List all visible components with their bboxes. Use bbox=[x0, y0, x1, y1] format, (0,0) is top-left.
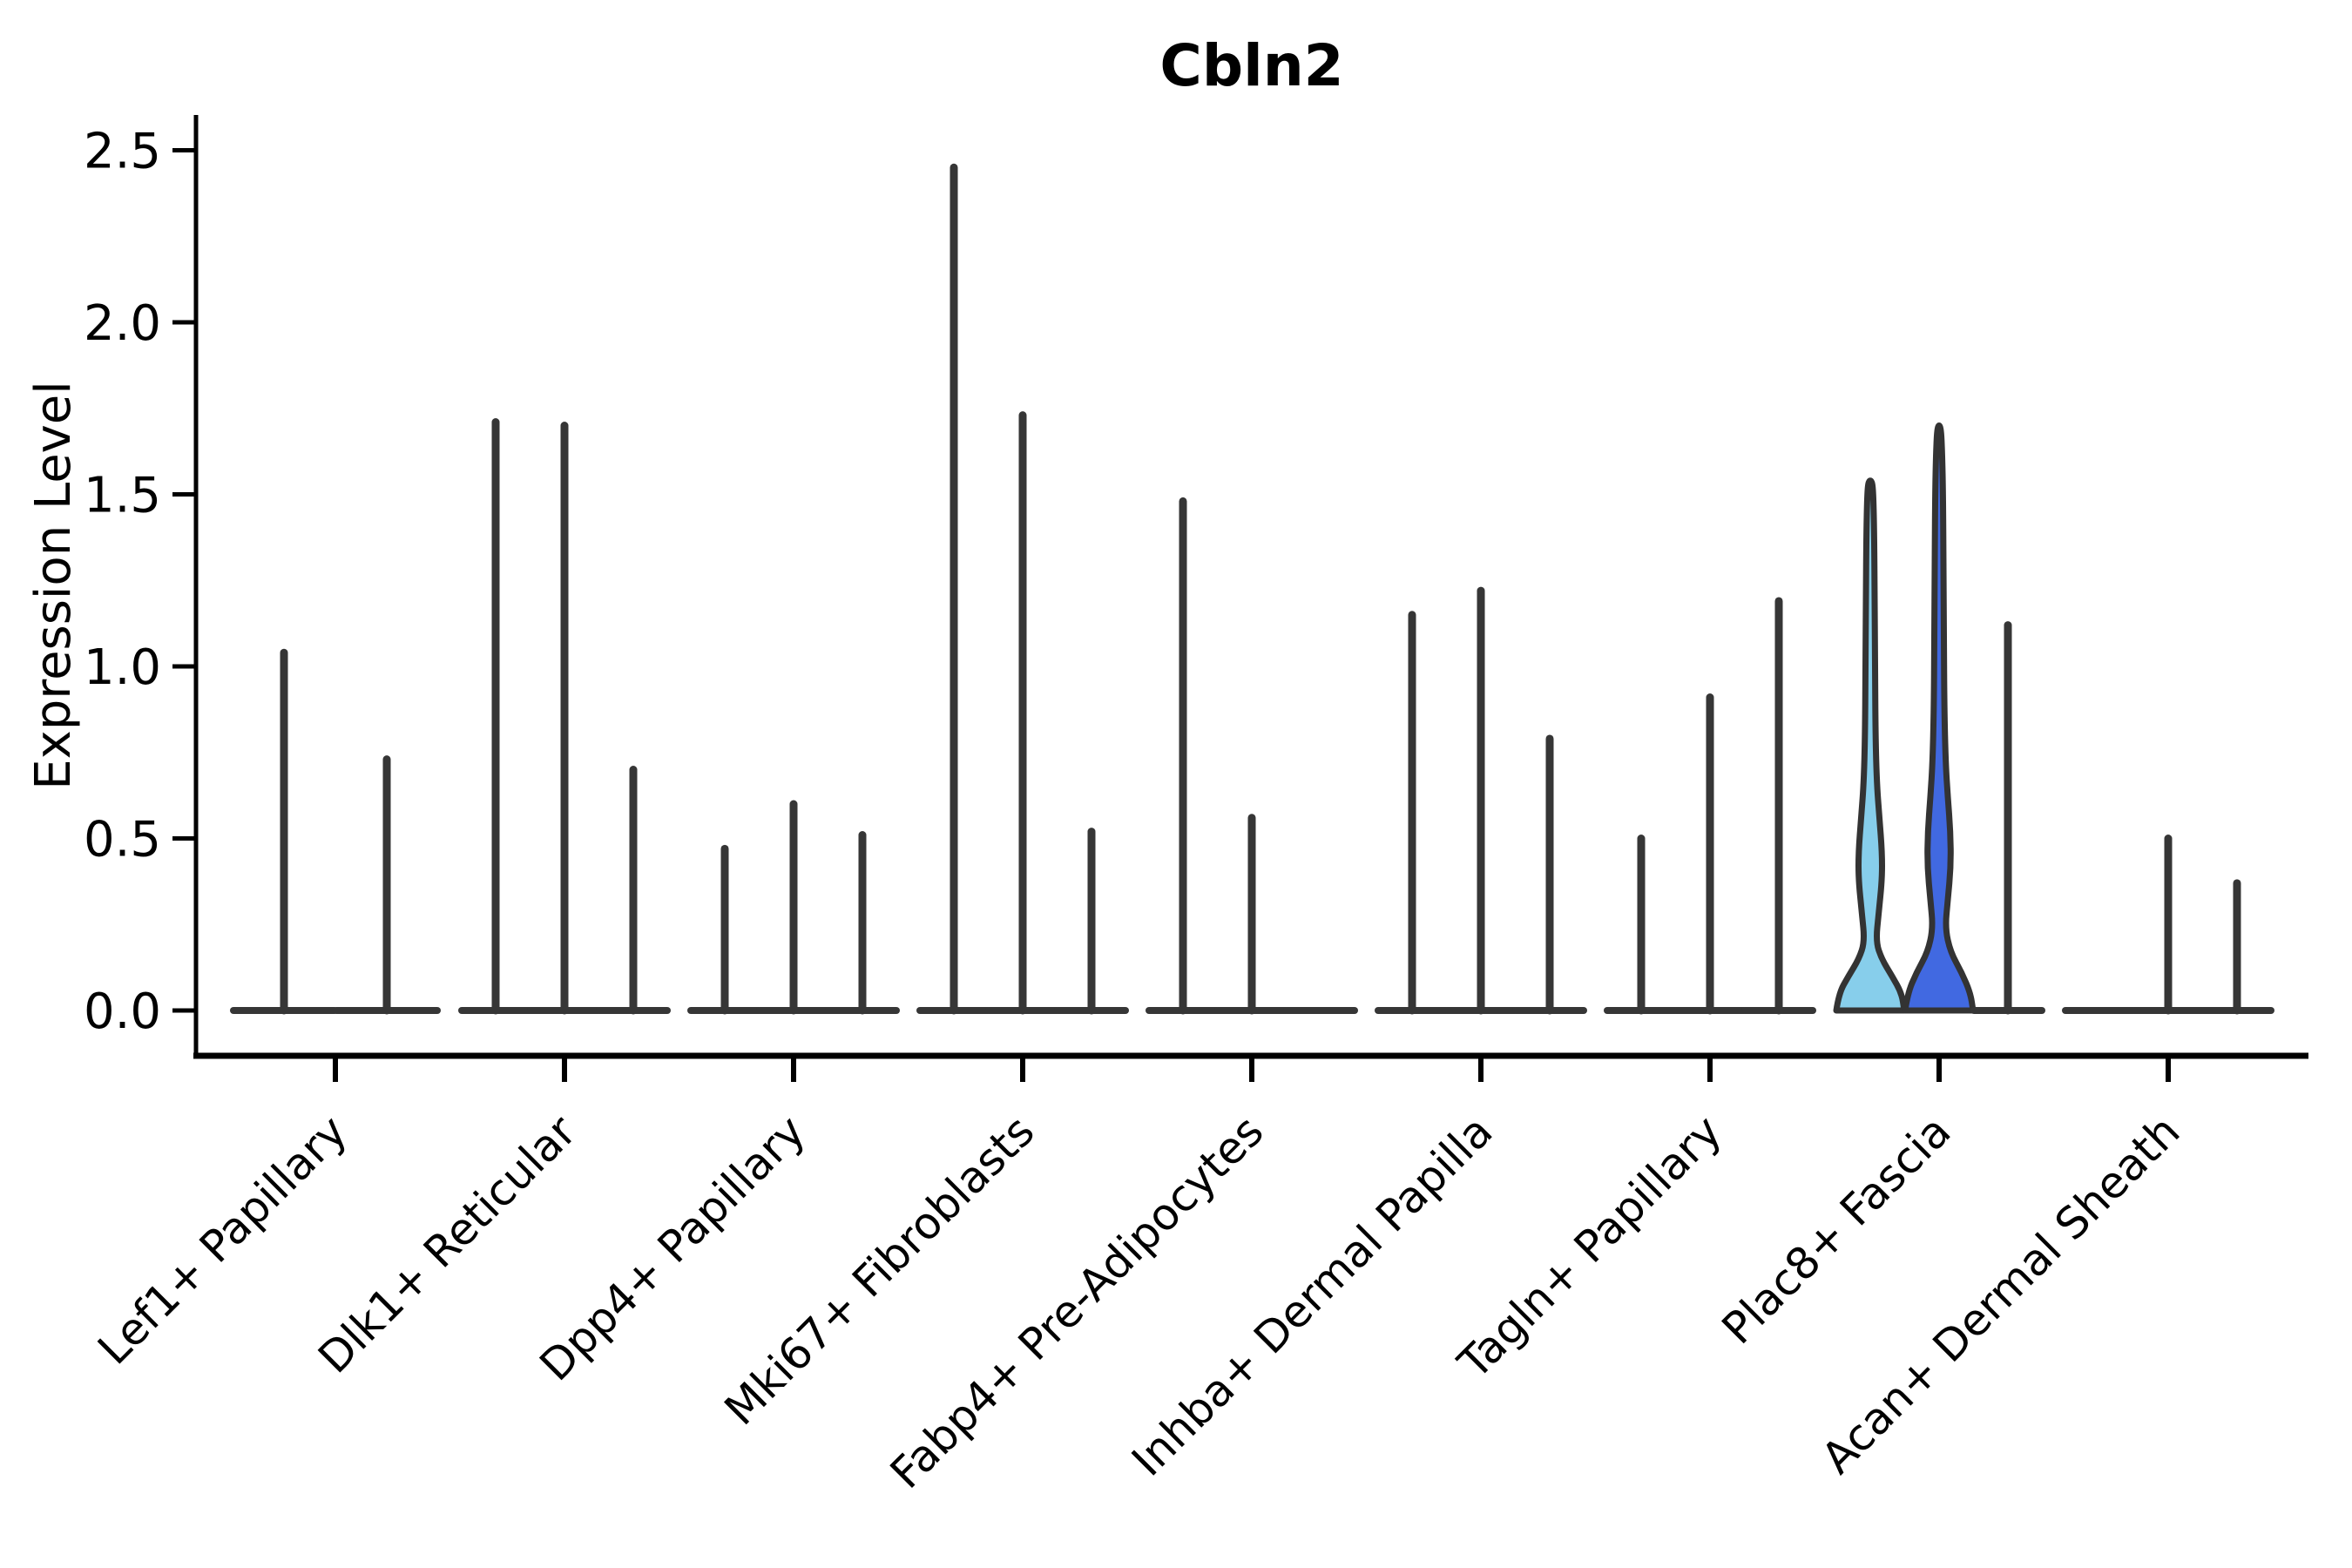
y-tick-label: 1.5 bbox=[84, 468, 161, 524]
violin-8-2-filled bbox=[1902, 422, 1977, 1014]
x-tick-label: Lef1+ Papillary bbox=[88, 1105, 356, 1374]
y-tick-label: 2.5 bbox=[84, 124, 161, 180]
x-tick-label: Fabp4+ Pre-Adipocytes bbox=[881, 1105, 1274, 1498]
chart-title: Cbln2 bbox=[1159, 32, 1343, 99]
y-tick-label: 0.5 bbox=[84, 812, 161, 868]
y-axis-label: Expression Level bbox=[25, 381, 82, 790]
y-tick-label: 1.0 bbox=[84, 639, 161, 696]
violin-8-1-filled bbox=[1833, 477, 1908, 1014]
y-tick-label: 2.0 bbox=[84, 295, 161, 352]
y-tick-label: 0.0 bbox=[84, 983, 161, 1040]
x-tick-label: Plac8+ Fascia bbox=[1713, 1105, 1961, 1354]
